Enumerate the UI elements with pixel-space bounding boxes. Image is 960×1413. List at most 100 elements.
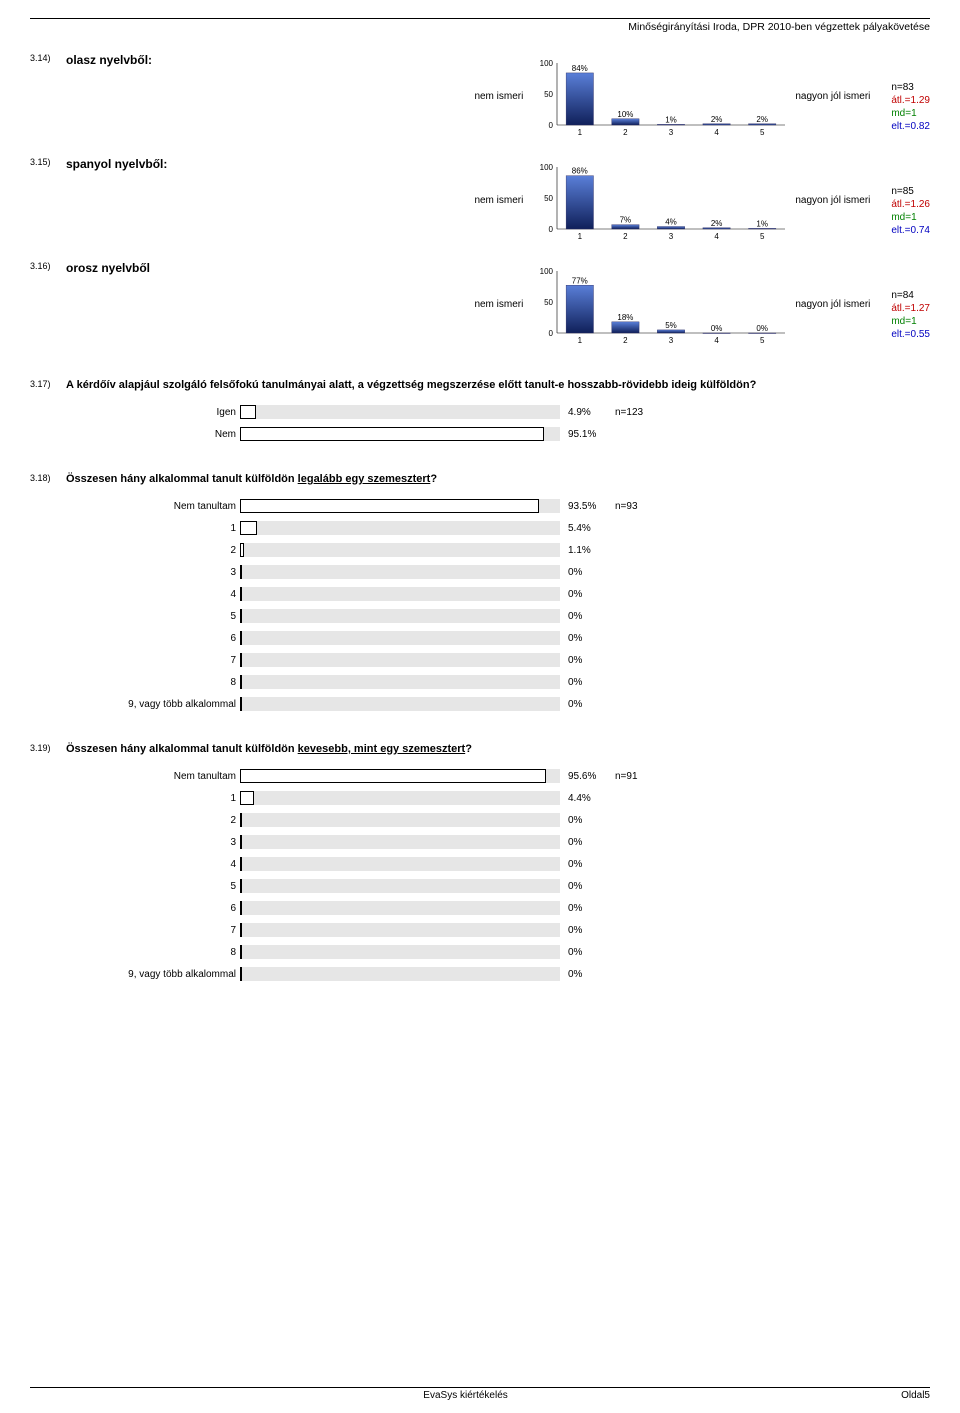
- svg-text:0: 0: [549, 121, 554, 130]
- hbar-row: 2 1.1%: [30, 541, 930, 559]
- hbar-label: Nem tanultam: [30, 501, 240, 512]
- hbar-track: [240, 587, 560, 601]
- scale-left-label: nem ismeri: [453, 155, 523, 206]
- hbar-pct: 0%: [560, 903, 615, 914]
- scale-right-label: nagyon jól ismeri: [795, 51, 885, 102]
- hbar-label: 5: [30, 611, 240, 622]
- hbar-pct: 0%: [560, 881, 615, 892]
- svg-text:4: 4: [715, 336, 720, 345]
- svg-text:100: 100: [540, 59, 554, 68]
- hbar-track: [240, 967, 560, 981]
- q-num: 3.17): [30, 377, 60, 391]
- hbar-track: [240, 791, 560, 805]
- hbar-track: [240, 631, 560, 645]
- hbar-fill: [240, 857, 242, 871]
- hbar-row: Nem 95.1%: [30, 425, 930, 443]
- hbar-track: [240, 769, 560, 783]
- hbar-label: 2: [30, 815, 240, 826]
- footer-right: Oldal5: [901, 1390, 930, 1401]
- svg-text:18%: 18%: [618, 313, 634, 322]
- q-num: 3.19): [30, 741, 60, 755]
- hbar-pct: 4.4%: [560, 793, 615, 804]
- scale-right-label: nagyon jól ismeri: [795, 259, 885, 310]
- hbar-row: 6 0%: [30, 899, 930, 917]
- hbar-row: 1 5.4%: [30, 519, 930, 537]
- hbar-fill: [240, 521, 257, 535]
- svg-text:5%: 5%: [666, 321, 678, 330]
- hbar-fill: [240, 499, 539, 513]
- stats-block: n=84 átl.=1.27 md=1 elt.=0.55: [891, 259, 930, 341]
- hbar-fill: [240, 697, 242, 711]
- svg-text:0%: 0%: [711, 324, 723, 333]
- hbar-fill: [240, 609, 242, 623]
- hbar-track: [240, 835, 560, 849]
- q-title: spanyol nyelvből:: [66, 155, 216, 171]
- svg-text:1%: 1%: [666, 115, 678, 124]
- svg-text:10%: 10%: [618, 110, 634, 119]
- svg-text:4: 4: [715, 128, 720, 137]
- stats-block: n=83 átl.=1.29 md=1 elt.=0.82: [891, 51, 930, 133]
- svg-text:50: 50: [544, 194, 553, 203]
- hbar-fill: [240, 405, 256, 419]
- hbar-row: 3 0%: [30, 833, 930, 851]
- hbar-label: 2: [30, 545, 240, 556]
- hbar-label: 3: [30, 837, 240, 848]
- hbar-label: 7: [30, 655, 240, 666]
- hbar-fill: [240, 631, 242, 645]
- hbar-row: 1 4.4%: [30, 789, 930, 807]
- bar-chart: 05010084%110%21%32%42%5: [529, 51, 789, 141]
- hbar-pct: 0%: [560, 589, 615, 600]
- q-num: 3.15): [30, 155, 60, 167]
- hbar-track: [240, 857, 560, 871]
- hbar-row: 2 0%: [30, 811, 930, 829]
- hbar-label: 8: [30, 677, 240, 688]
- hbar-track: [240, 405, 560, 419]
- hbar-n: n=91: [615, 771, 638, 782]
- hbar-label: 9, vagy több alkalommal: [30, 969, 240, 980]
- svg-text:2: 2: [624, 336, 629, 345]
- hbar-pct: 95.1%: [560, 429, 615, 440]
- hbar-track: [240, 543, 560, 557]
- svg-text:2: 2: [624, 232, 629, 241]
- svg-text:2%: 2%: [711, 219, 723, 228]
- q-title: A kérdőív alapjául szolgáló felsőfokú ta…: [66, 377, 930, 391]
- q-num: 3.14): [30, 51, 60, 63]
- hbar-label: 4: [30, 589, 240, 600]
- bar-chart: 05010086%17%24%32%41%5: [529, 155, 789, 245]
- hbar-label: 6: [30, 633, 240, 644]
- svg-text:5: 5: [760, 336, 765, 345]
- hbar-fill: [240, 587, 242, 601]
- hbar-pct: 0%: [560, 815, 615, 826]
- hbar-pct: 93.5%: [560, 501, 615, 512]
- scale-left-label: nem ismeri: [453, 259, 523, 310]
- hbar-track: [240, 653, 560, 667]
- hbar-row: 5 0%: [30, 877, 930, 895]
- svg-text:84%: 84%: [572, 64, 588, 73]
- hbar-row: 9, vagy több alkalommal 0%: [30, 965, 930, 983]
- hbar-row: Nem tanultam 95.6% n=91: [30, 767, 930, 785]
- svg-text:4%: 4%: [666, 218, 678, 227]
- hbar-fill: [240, 427, 544, 441]
- hbar-track: [240, 609, 560, 623]
- hbar-row: Nem tanultam 93.5% n=93: [30, 497, 930, 515]
- hbar-pct: 0%: [560, 655, 615, 666]
- svg-text:100: 100: [540, 267, 554, 276]
- hbar-pct: 0%: [560, 677, 615, 688]
- svg-text:1%: 1%: [757, 219, 769, 228]
- hbar-fill: [240, 901, 242, 915]
- hbar-fill: [240, 879, 242, 893]
- hbar-pct: 0%: [560, 633, 615, 644]
- hbar-label: Igen: [30, 407, 240, 418]
- hbar-fill: [240, 835, 242, 849]
- svg-text:0%: 0%: [757, 324, 769, 333]
- svg-text:2%: 2%: [711, 115, 723, 124]
- svg-text:0: 0: [549, 225, 554, 234]
- hbar-pct: 95.6%: [560, 771, 615, 782]
- svg-text:3: 3: [669, 336, 674, 345]
- hbar-n: n=93: [615, 501, 638, 512]
- hbar-fill: [240, 813, 242, 827]
- svg-text:1: 1: [578, 336, 583, 345]
- svg-text:4: 4: [715, 232, 720, 241]
- hbar-pct: 0%: [560, 969, 615, 980]
- q-title: orosz nyelvből: [66, 259, 216, 275]
